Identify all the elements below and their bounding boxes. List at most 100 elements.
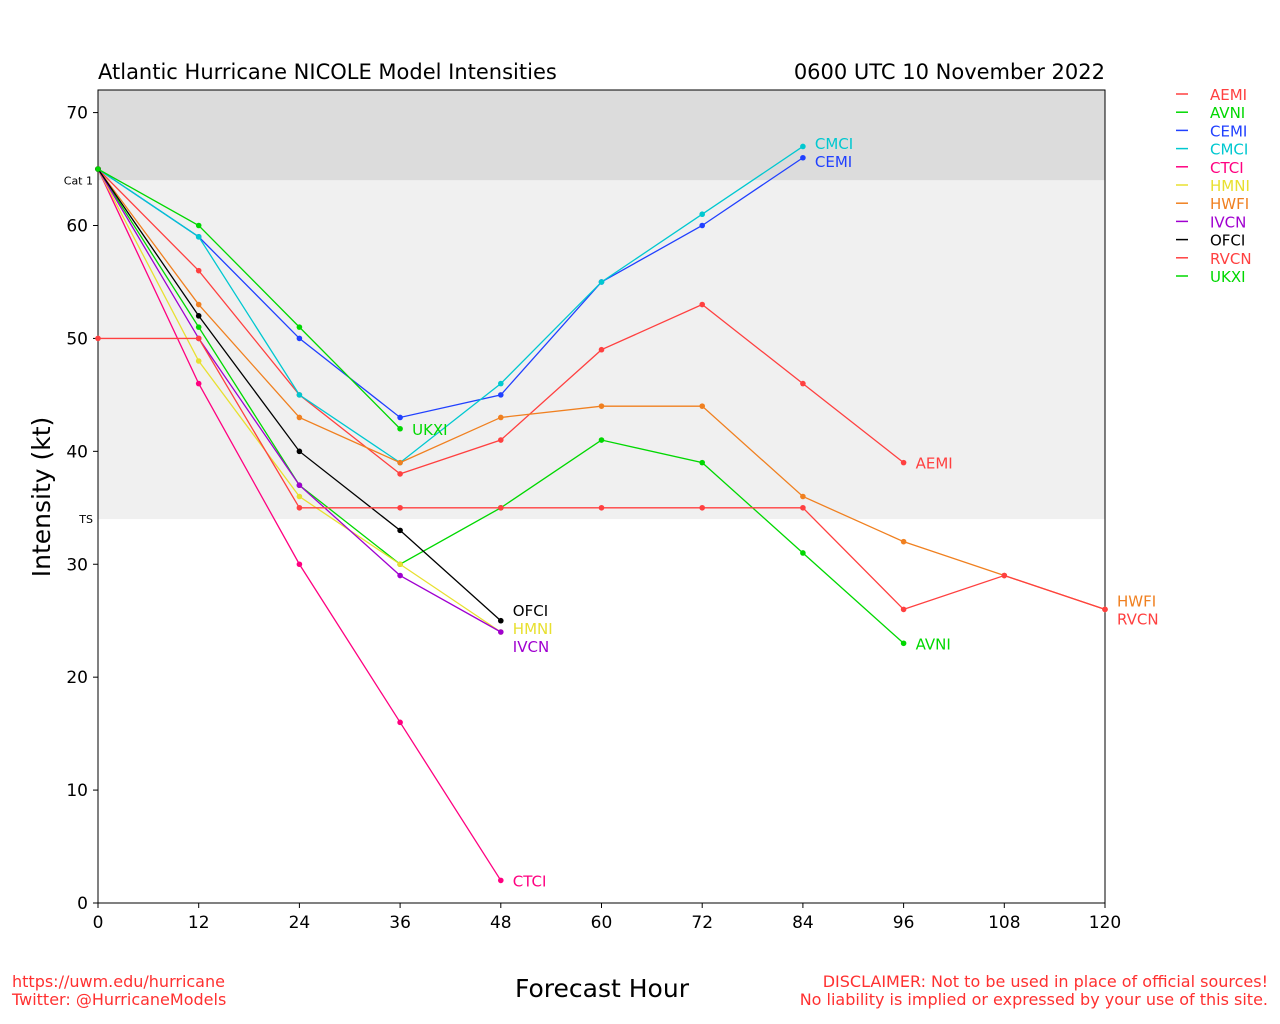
series-line-cmci	[97, 145, 804, 464]
data-point-rvcn	[598, 504, 605, 511]
disclaimer-line-2: No liability is implied or expressed by …	[799, 990, 1268, 1009]
x-tick-label: 108	[988, 913, 1020, 933]
data-point-ctci	[296, 561, 303, 568]
y-tick-label: 50	[66, 329, 88, 349]
legend-label-rvcn: RVCN	[1210, 250, 1252, 268]
data-point-rvcn	[296, 504, 303, 511]
data-point-rvcn	[195, 335, 202, 342]
legend-label-cmci: CMCI	[1210, 141, 1248, 159]
end-label-cemi: CEMI	[815, 153, 852, 171]
data-point-rvcn	[800, 504, 806, 511]
data-point-cmci	[498, 380, 504, 387]
data-point-cemi	[296, 335, 303, 342]
data-point-ivcn	[498, 629, 504, 635]
legend-label-ofci: OFCI	[1210, 232, 1245, 250]
legend-label-ctci: CTCI	[1210, 159, 1244, 177]
data-point-ofci	[195, 313, 202, 319]
data-point-hwfi	[397, 459, 403, 466]
data-point-avni	[195, 324, 202, 330]
y-tick-label: 10	[66, 781, 88, 801]
data-point-hmni	[195, 358, 202, 364]
end-label-aemi: AEMI	[916, 455, 953, 473]
data-point-rvcn	[1102, 606, 1108, 613]
end-label-ctci: CTCI	[513, 872, 547, 890]
band-label: TS	[78, 513, 93, 526]
data-point-aemi	[498, 437, 504, 443]
legend-label-ukxi: UKXI	[1210, 268, 1246, 286]
x-axis-label: Forecast Hour	[515, 974, 690, 1003]
data-point-avni	[699, 459, 705, 466]
data-point-rvcn	[699, 504, 705, 511]
x-tick-label: 0	[93, 913, 104, 933]
data-point-ukxi	[95, 166, 101, 172]
data-point-ivcn	[397, 572, 403, 579]
end-label-ofci: OFCI	[513, 602, 548, 620]
y-tick-label: 70	[66, 104, 88, 124]
data-point-cmci	[598, 279, 605, 285]
data-point-avni	[900, 640, 907, 647]
data-point-ctci	[195, 380, 202, 387]
data-point-hwfi	[498, 414, 504, 421]
data-point-rvcn	[1001, 572, 1008, 579]
data-point-aemi	[900, 459, 907, 466]
data-point-aemi	[397, 471, 403, 477]
legend-label-cemi: CEMI	[1210, 122, 1247, 140]
series-line-cemi	[97, 157, 804, 419]
data-point-ofci	[498, 617, 504, 624]
data-point-hwfi	[800, 493, 806, 500]
x-tick-label: 120	[1089, 913, 1121, 933]
data-point-aemi	[800, 380, 806, 387]
legend-label-aemi: AEMI	[1210, 86, 1247, 104]
series-line-ukxi	[97, 168, 401, 430]
legend-label-ivcn: IVCN	[1210, 213, 1246, 231]
y-axis-label: Intensity (kt)	[27, 417, 56, 578]
chart-subtitle: 0600 UTC 10 November 2022	[794, 60, 1105, 84]
data-point-hwfi	[900, 538, 907, 545]
data-point-ctci	[397, 719, 403, 726]
end-label-avni: AVNI	[916, 635, 951, 653]
y-tick-label: 20	[66, 668, 88, 688]
data-point-cemi	[498, 392, 504, 398]
data-point-ukxi	[296, 324, 303, 330]
data-point-ctci	[498, 877, 504, 884]
data-point-rvcn	[397, 504, 403, 511]
data-point-cmci	[699, 211, 705, 218]
x-tick-label: 24	[289, 913, 311, 933]
twitter-handle: Twitter: @HurricaneModels	[12, 990, 227, 1009]
data-point-cemi	[699, 222, 705, 229]
data-point-cmci	[800, 143, 806, 150]
data-point-ivcn	[296, 482, 303, 489]
data-point-aemi	[598, 346, 605, 353]
end-label-hmni: HMNI	[513, 620, 553, 638]
data-point-aemi	[699, 301, 705, 308]
band-cat-1	[98, 90, 1105, 181]
legend-label-hwfi: HWFI	[1210, 195, 1249, 213]
x-tick-label: 72	[691, 913, 713, 933]
data-point-hmni	[397, 561, 403, 568]
end-label-ivcn: IVCN	[513, 638, 549, 656]
data-point-hmni	[296, 493, 303, 500]
x-tick-label: 84	[792, 913, 814, 933]
end-label-rvcn: RVCN	[1117, 610, 1159, 628]
end-label-cmci: CMCI	[815, 135, 853, 153]
data-point-avni	[598, 437, 605, 443]
data-point-hwfi	[195, 301, 202, 308]
band-label: Cat 1	[64, 174, 93, 187]
legend-label-avni: AVNI	[1210, 104, 1245, 122]
data-point-ofci	[397, 527, 403, 534]
data-point-rvcn	[900, 606, 907, 613]
y-tick-label: 0	[77, 894, 88, 914]
data-point-rvcn	[498, 504, 504, 511]
disclaimer: DISCLAIMER: Not to be used in place of o…	[800, 973, 1268, 1009]
data-point-ukxi	[195, 222, 202, 229]
website-link[interactable]: https://uwm.edu/hurricane	[12, 972, 225, 991]
data-point-hwfi	[296, 414, 303, 421]
legend-label-hmni: HMNI	[1210, 177, 1250, 195]
end-label-ukxi: UKXI	[412, 421, 448, 439]
y-tick-label: 60	[66, 217, 88, 237]
x-tick-label: 96	[893, 913, 915, 933]
x-tick-label: 60	[591, 913, 613, 933]
data-point-cmci	[195, 233, 202, 240]
